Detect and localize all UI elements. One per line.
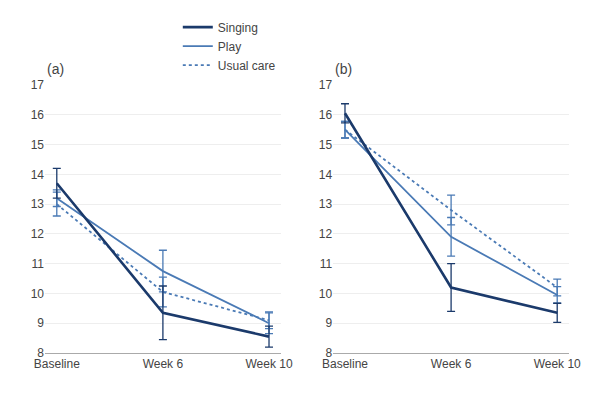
svg-text:13: 13	[31, 197, 45, 211]
svg-text:Week 6: Week 6	[143, 357, 184, 371]
svg-text:16: 16	[31, 108, 45, 122]
svg-text:Usual care: Usual care	[218, 59, 276, 73]
svg-text:Week 6: Week 6	[431, 357, 472, 371]
svg-text:(a): (a)	[47, 61, 64, 77]
svg-text:10: 10	[319, 287, 333, 301]
svg-text:(b): (b)	[335, 61, 352, 77]
svg-text:17: 17	[319, 78, 333, 92]
svg-text:Week 10: Week 10	[245, 357, 292, 371]
svg-text:10: 10	[31, 287, 45, 301]
svg-text:Play: Play	[218, 40, 241, 54]
svg-text:14: 14	[319, 168, 333, 182]
svg-text:Week 10: Week 10	[534, 357, 581, 371]
svg-text:Baseline: Baseline	[34, 357, 80, 371]
svg-text:11: 11	[320, 257, 333, 271]
svg-text:13: 13	[319, 197, 333, 211]
svg-text:15: 15	[319, 138, 333, 152]
svg-text:8: 8	[326, 346, 333, 360]
svg-text:15: 15	[31, 138, 45, 152]
svg-text:17: 17	[31, 78, 45, 92]
svg-text:8: 8	[37, 346, 44, 360]
svg-text:12: 12	[319, 227, 333, 241]
svg-text:14: 14	[31, 168, 45, 182]
svg-text:16: 16	[319, 108, 333, 122]
svg-text:12: 12	[31, 227, 45, 241]
svg-text:9: 9	[37, 316, 44, 330]
svg-text:Singing: Singing	[218, 21, 258, 35]
svg-text:11: 11	[32, 257, 45, 271]
svg-text:9: 9	[326, 316, 333, 330]
svg-text:Baseline: Baseline	[322, 357, 368, 371]
